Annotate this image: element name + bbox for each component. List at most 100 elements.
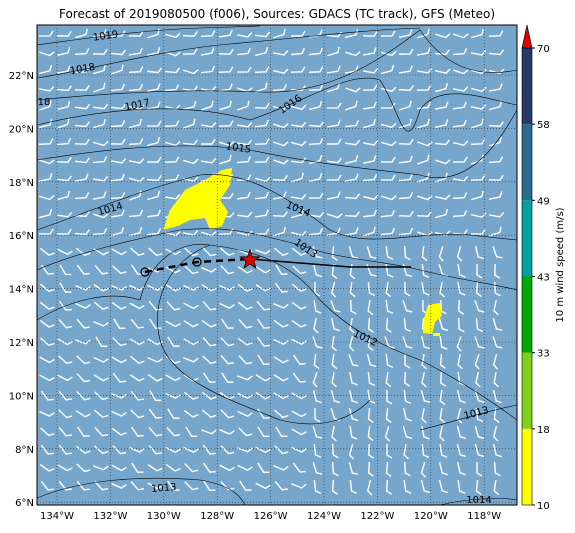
wind-barb [183, 69, 199, 75]
wind-barb [313, 353, 320, 370]
wind-barb [458, 317, 465, 333]
wind-barb [312, 336, 323, 349]
wind-barb [493, 299, 499, 316]
wind-barb [456, 426, 467, 440]
wind-barb [273, 123, 289, 129]
wind-barb [257, 426, 270, 437]
wind-barb [39, 208, 53, 219]
wind-barb [488, 156, 504, 164]
wind-barb [93, 465, 109, 471]
wind-barb [39, 301, 55, 310]
wind-barb [293, 354, 306, 365]
wind-barb [164, 193, 181, 200]
wind-barb [380, 30, 396, 37]
wind-barb [219, 140, 235, 147]
wind-barb [164, 120, 180, 128]
wind-barb [308, 192, 324, 199]
wind-barb [236, 66, 252, 73]
wind-barb [385, 281, 392, 298]
wind-barb [130, 318, 144, 329]
wind-barb [236, 121, 253, 128]
wind-barb [236, 47, 251, 56]
wind-barb [274, 445, 289, 455]
wind-barb [348, 246, 359, 259]
wind-barb [326, 138, 342, 145]
wind-barb [435, 33, 451, 39]
isobar-label: 18 [38, 97, 51, 108]
wind-barb [256, 336, 270, 347]
wind-barb [345, 100, 358, 111]
wind-barb [452, 119, 467, 128]
wind-barb [130, 247, 145, 257]
wind-barb [56, 175, 73, 182]
colorbar-tick-label: 58 [537, 120, 550, 131]
wind-barb [475, 407, 484, 423]
wind-barb [291, 283, 307, 292]
wind-barb [128, 83, 144, 92]
wind-barb [146, 101, 161, 110]
wind-barb [362, 101, 377, 110]
wind-barb [57, 190, 71, 201]
colorbar-extend [521, 24, 533, 49]
wind-barb [331, 371, 337, 388]
wind-barb [398, 48, 414, 55]
wind-barb [165, 51, 181, 57]
wind-barb [221, 372, 234, 383]
wind-barb [452, 210, 468, 218]
wind-barb [273, 159, 289, 165]
wind-barb [93, 64, 106, 75]
wind-barb [291, 247, 307, 256]
isobars [36, 25, 518, 506]
wind-barb [398, 192, 414, 200]
wind-barb [76, 318, 91, 329]
wind-barb [38, 138, 54, 145]
wind-barb [421, 353, 427, 370]
wind-barb [398, 173, 413, 182]
wind-barb [220, 337, 235, 347]
wind-barb [398, 155, 413, 164]
wind-barb [237, 301, 253, 310]
wind-barb [274, 409, 289, 419]
wind-barb [75, 339, 91, 345]
wind-barb [183, 158, 199, 165]
wind-barb [470, 138, 486, 145]
wind-barb [110, 120, 126, 128]
wind-barb [439, 335, 448, 350]
colorbar-segment [522, 276, 532, 353]
wind-barb [489, 136, 502, 147]
wind-barb [291, 208, 305, 219]
wind-barb [492, 246, 503, 259]
wind-barb [112, 372, 126, 383]
wind-barb [57, 464, 73, 472]
wind-barb [202, 444, 216, 455]
wind-barb [185, 426, 198, 438]
wind-barb [457, 281, 466, 296]
wind-barb [149, 318, 162, 329]
wind-barb [456, 408, 463, 424]
wind-barb [475, 371, 481, 388]
wind-barb [112, 265, 127, 275]
wind-barb [344, 227, 359, 236]
wind-barb [273, 28, 286, 39]
wind-barb [129, 446, 145, 453]
lat-label: 22°N [9, 71, 34, 82]
wind-barb [327, 82, 340, 93]
wind-barb [74, 192, 90, 200]
wind-barb [291, 410, 307, 418]
wind-barb [385, 353, 394, 368]
wind-barb [385, 371, 392, 388]
wind-barb [385, 461, 392, 478]
title: Forecast of 2019080500 (f006), Sources: … [59, 7, 495, 21]
wind-barb [438, 318, 449, 331]
wind-barb [236, 174, 252, 182]
wind-barb [367, 371, 376, 387]
wind-barb [331, 335, 338, 352]
wind-barb [404, 245, 411, 261]
wind-barb [76, 391, 91, 401]
past-track [249, 258, 411, 268]
wind-barb [130, 480, 145, 491]
wind-barb [218, 83, 233, 92]
wind-barb [203, 480, 216, 491]
wind-barb [290, 30, 306, 37]
lon-label: 126°W [254, 511, 288, 522]
